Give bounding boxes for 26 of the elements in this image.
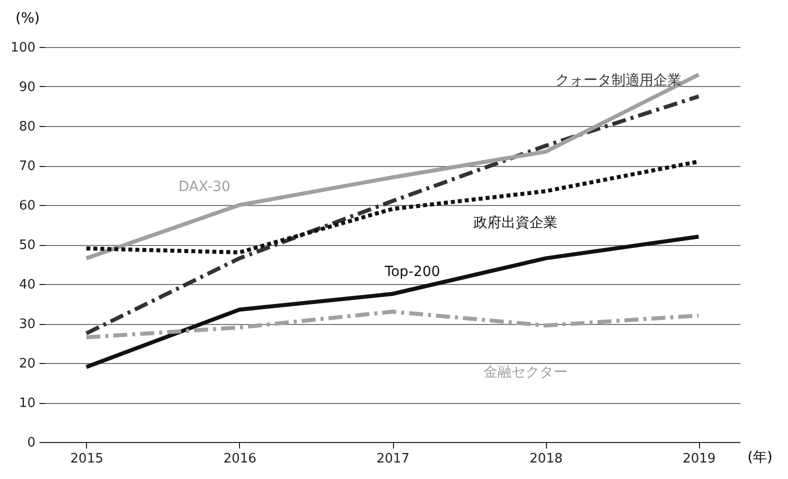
series-label: クォータ制適用企業 [556,72,682,88]
line-series [84,94,701,336]
y-tick-label: 30 [18,317,36,332]
y-tick-label: 80 [18,120,36,134]
y-tick-label: 70 [18,159,36,174]
x-tick-label: 2018 [530,452,563,466]
x-tick-label: 2017 [376,452,410,466]
y-axis-title: (%) [16,10,40,26]
y-tick-label: 60 [18,198,36,214]
series-label: DAX-30 [178,179,230,195]
x-axis-title: (年) [748,450,772,466]
x-tick-label: 2019 [682,452,716,466]
y-tick-label: 40 [18,278,36,292]
y-tick-label: 20 [18,356,36,372]
line-series [84,310,701,340]
series-label: 政府出資企業 [474,215,558,232]
y-tick-label: 0 [27,436,36,450]
y-tick-label: 90 [18,80,36,95]
y-tick-label: 10 [18,396,36,411]
y-tick-label: 100 [10,40,36,56]
y-tick-label: 50 [18,238,36,253]
x-tick-label: 2015 [70,452,104,466]
line-series [84,72,701,260]
text: 金融セクター [484,364,568,380]
x-tick-label: 2016 [223,452,256,466]
series-label: Top-200 [384,264,440,280]
